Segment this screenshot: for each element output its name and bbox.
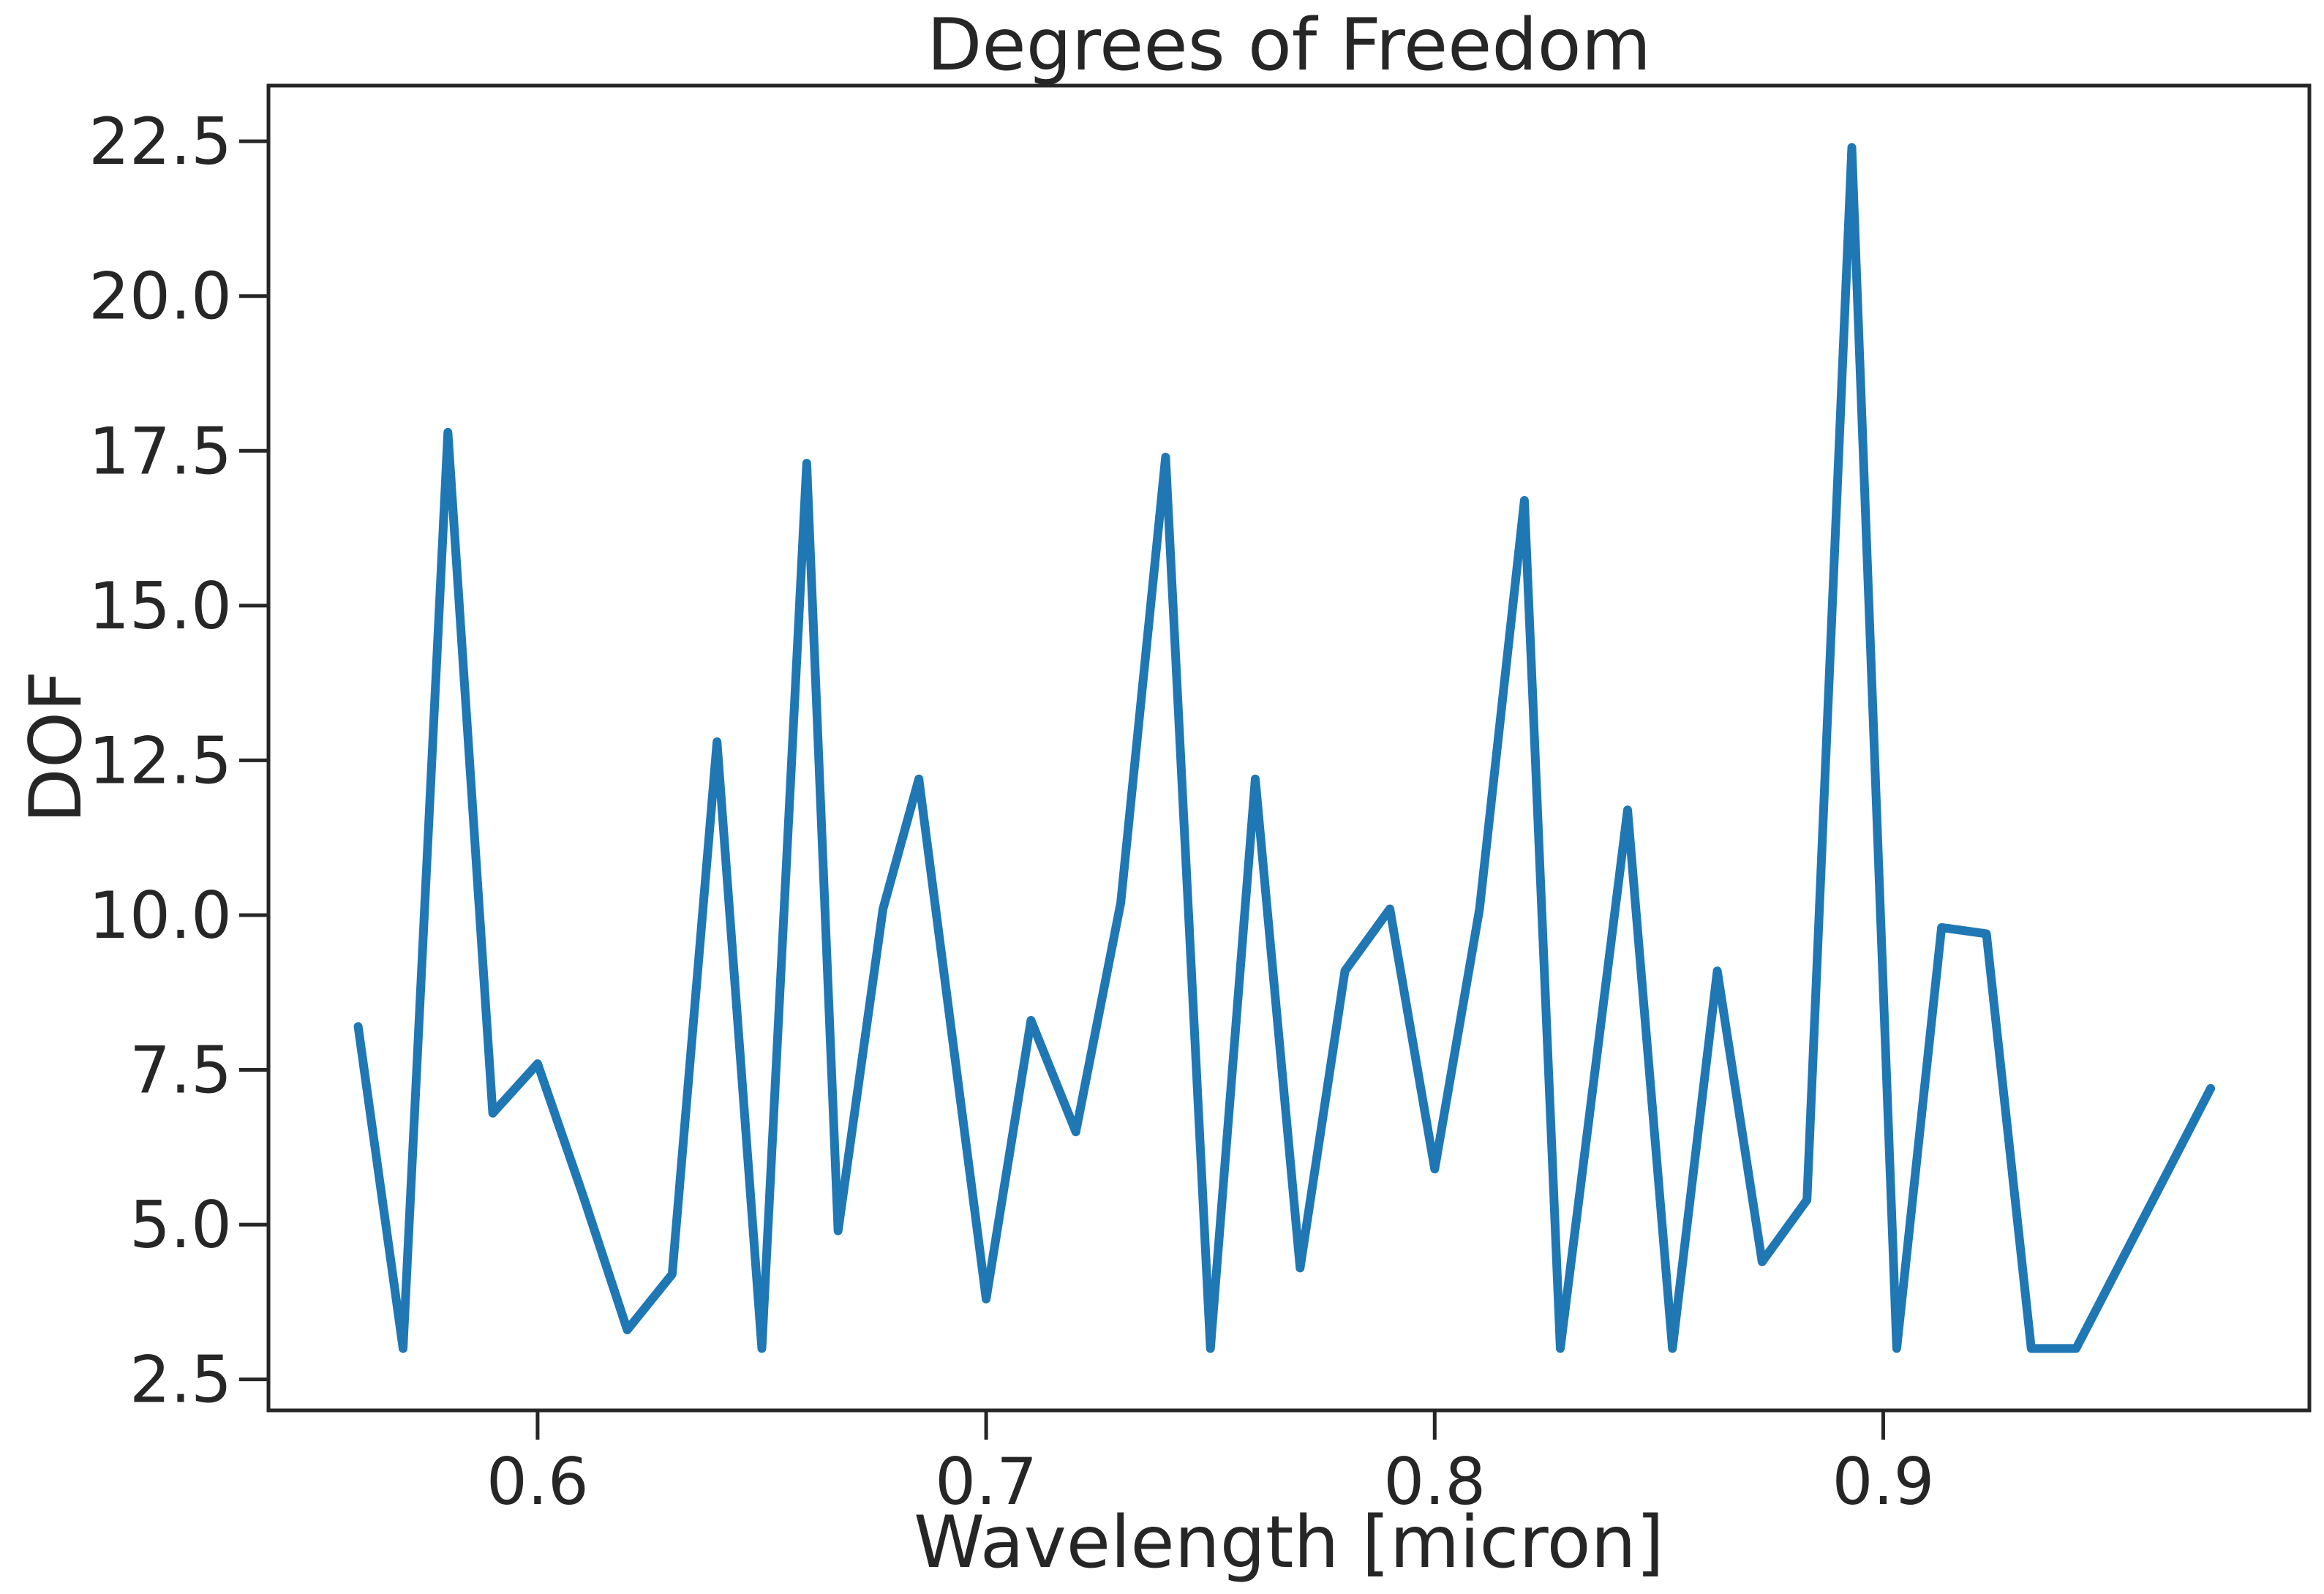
data-point <box>1895 1347 1898 1350</box>
data-point <box>1671 1347 1674 1350</box>
data-point <box>2210 1087 2212 1089</box>
data-point <box>1344 970 1346 972</box>
data-point <box>1560 1347 1561 1350</box>
data-point <box>626 1329 628 1331</box>
data-point <box>882 908 884 910</box>
y-tick-label: 15.0 <box>89 568 232 644</box>
data-point <box>1941 926 1943 928</box>
x-tick-label: 0.8 <box>1383 1444 1486 1519</box>
y-tick-label: 10.0 <box>89 878 232 953</box>
data-point <box>716 741 718 743</box>
x-tick-label: 0.6 <box>486 1444 589 1519</box>
data-point <box>918 778 920 780</box>
data-point <box>582 1192 584 1195</box>
data-point <box>1806 1199 1808 1201</box>
data-point <box>1075 1131 1077 1133</box>
data-point <box>492 1112 494 1114</box>
y-axis-ticks: 2.5 5.0 7.5 10.0 12.5 15.0 17.5 20.0 22.5 <box>89 104 268 1418</box>
series-layer <box>353 143 2216 1353</box>
data-point <box>1299 1267 1301 1269</box>
y-tick-label: 2.5 <box>129 1342 232 1418</box>
data-point <box>985 1298 988 1300</box>
x-axis-ticks: 0.6 0.7 0.8 0.9 <box>486 1410 1934 1519</box>
y-axis-label: DOF <box>15 671 98 824</box>
y-tick-label: 17.5 <box>89 413 232 489</box>
data-point <box>1165 456 1167 458</box>
series-line <box>353 143 2216 1353</box>
y-tick-label: 22.5 <box>89 104 232 179</box>
x-tick-label: 0.9 <box>1832 1444 1934 1519</box>
data-point <box>1434 1168 1436 1170</box>
data-point <box>805 462 808 465</box>
data-point <box>1851 146 1853 149</box>
data-point <box>1627 809 1628 811</box>
data-point <box>1209 1347 1211 1350</box>
data-point <box>1478 908 1481 910</box>
data-point <box>402 1347 404 1350</box>
data-point <box>1389 908 1391 910</box>
x-tick-label: 0.7 <box>935 1444 1037 1519</box>
y-tick-label: 5.0 <box>129 1187 232 1263</box>
y-tick-label: 7.5 <box>129 1033 232 1108</box>
data-point <box>2030 1347 2032 1350</box>
plot-area-frame <box>266 83 2312 1413</box>
data-point <box>1716 970 1718 972</box>
data-point <box>761 1347 763 1350</box>
data-point <box>357 1026 359 1028</box>
data-point <box>536 1063 538 1065</box>
data-point <box>671 1273 673 1275</box>
data-point <box>1985 933 1988 935</box>
x-axis-label: Wavelength [micron] <box>914 1501 1664 1584</box>
data-point <box>1523 500 1525 501</box>
data-point <box>2075 1347 2077 1350</box>
data-point <box>1761 1260 1763 1263</box>
data-point <box>1120 902 1122 904</box>
data-point <box>1030 1019 1032 1021</box>
data-point <box>837 1230 839 1232</box>
y-tick-label: 20.0 <box>89 259 232 334</box>
data-point <box>1255 778 1256 780</box>
y-tick-label: 12.5 <box>89 723 232 798</box>
chart-title: Degrees of Freedom <box>927 4 1651 87</box>
data-point <box>447 431 449 433</box>
